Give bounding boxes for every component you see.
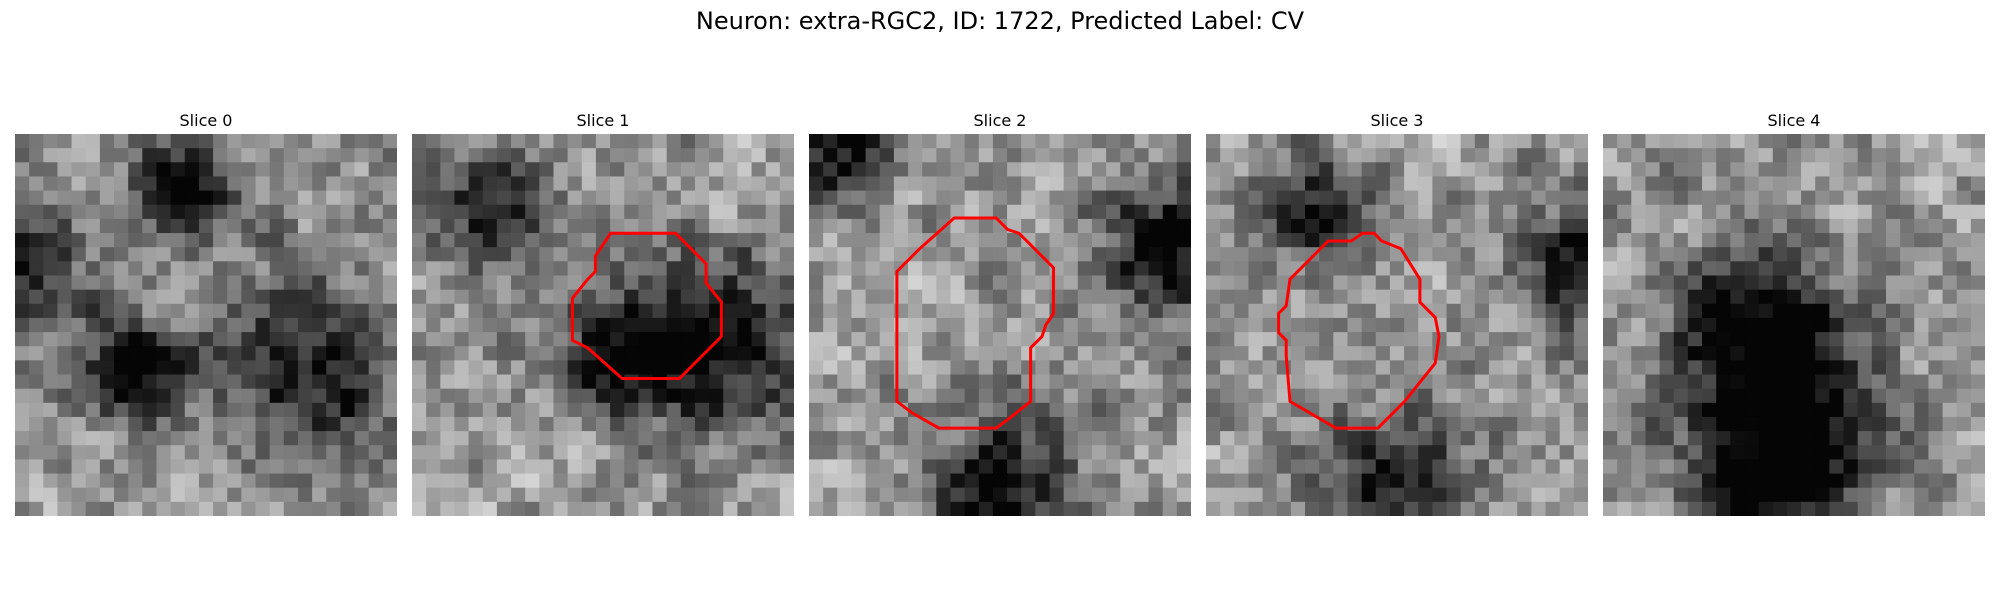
- slice-image-1: [412, 134, 794, 516]
- slice-title-2: Slice 2: [973, 111, 1027, 130]
- slice-panel-4: Slice 4: [1603, 110, 1985, 516]
- slice-image-4: [1603, 134, 1985, 516]
- slice-panel-2: Slice 2: [809, 110, 1191, 516]
- red-contour-1: [570, 231, 723, 380]
- figure-title: Neuron: extra-RGC2, ID: 1722, Predicted …: [695, 7, 1305, 35]
- slice-image-0: [15, 134, 397, 516]
- slice-title-1: Slice 1: [576, 111, 630, 130]
- slice-title-3: Slice 3: [1370, 111, 1424, 130]
- slice-panel-0: Slice 0: [15, 110, 397, 516]
- red-contour-3: [1277, 231, 1441, 430]
- slice-panel-3: Slice 3: [1206, 110, 1588, 516]
- red-contour-2: [895, 216, 1055, 430]
- slice-image-2: [809, 134, 1191, 516]
- slice-title-4: Slice 4: [1767, 111, 1821, 130]
- slice-title-0: Slice 0: [179, 111, 233, 130]
- slice-image-3: [1206, 134, 1588, 516]
- slice-panel-1: Slice 1: [412, 110, 794, 516]
